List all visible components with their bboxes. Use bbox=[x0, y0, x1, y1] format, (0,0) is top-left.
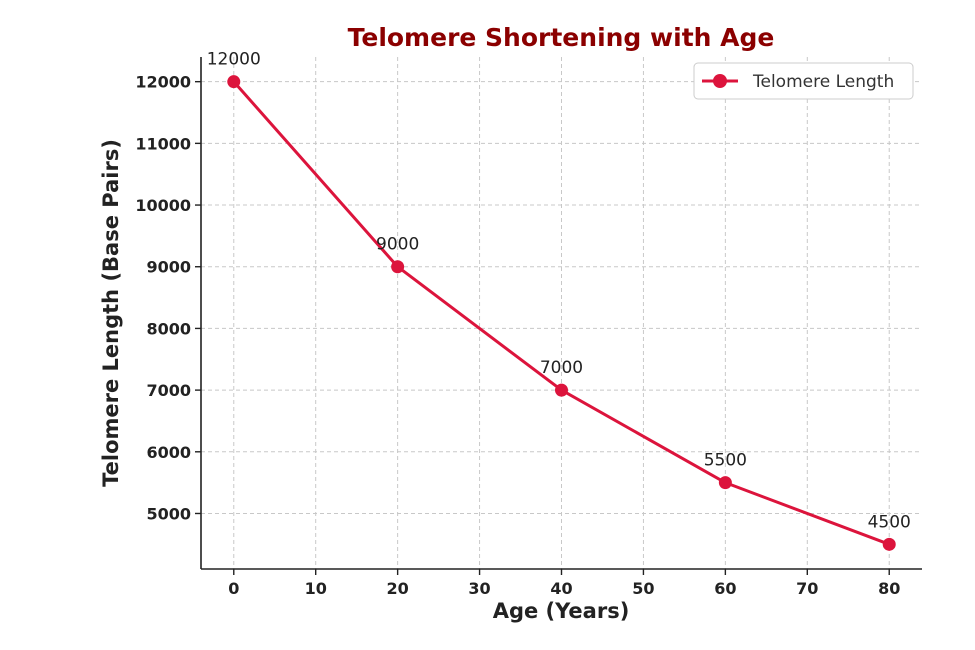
legend-entry-label: Telomere Length bbox=[752, 72, 894, 92]
y-tick-label: 11000 bbox=[135, 134, 191, 153]
x-tick-label: 60 bbox=[714, 579, 736, 598]
axes bbox=[195, 57, 922, 575]
y-tick-label: 7000 bbox=[146, 381, 191, 400]
tick-labels: 0 10 20 30 40 50 60 70 80 5000 6000 7000 8000 9000 100… bbox=[135, 73, 900, 598]
y-axis-label: Telomere Length (Base Pairs) bbox=[99, 139, 123, 487]
legend-box bbox=[693, 62, 914, 100]
y-tick-label: 10000 bbox=[135, 196, 191, 215]
x-tick-label: 20 bbox=[387, 579, 409, 598]
x-tick-label: 80 bbox=[878, 579, 900, 598]
chart-title: Telomere Shortening with Age bbox=[348, 23, 775, 52]
series bbox=[227, 75, 896, 551]
x-tick-label: 40 bbox=[550, 579, 572, 598]
data-label: 9000 bbox=[376, 235, 419, 255]
legend: Telomere Length bbox=[693, 62, 914, 100]
x-tick-label: 50 bbox=[632, 579, 654, 598]
y-tick-label: 6000 bbox=[146, 443, 191, 462]
x-tick-label: 0 bbox=[228, 579, 239, 598]
data-label: 4500 bbox=[868, 512, 911, 532]
grid bbox=[201, 57, 922, 569]
x-axis-label: Age (Years) bbox=[493, 599, 630, 623]
x-tick-label: 70 bbox=[796, 579, 818, 598]
data-point bbox=[882, 537, 896, 551]
data-point bbox=[555, 383, 568, 397]
y-tick-label: 8000 bbox=[146, 319, 191, 338]
data-label: 12000 bbox=[207, 50, 261, 70]
data-point bbox=[227, 75, 241, 89]
data-point bbox=[391, 260, 405, 274]
data-label: 7000 bbox=[540, 358, 583, 378]
y-tick-label: 9000 bbox=[146, 258, 191, 277]
x-tick-label: 30 bbox=[468, 579, 490, 598]
data-labels: 12000 9000 7000 5500 4500 bbox=[207, 50, 911, 533]
y-tick-label: 5000 bbox=[146, 504, 191, 523]
x-tick-label: 10 bbox=[305, 579, 327, 598]
data-point bbox=[718, 476, 732, 490]
legend-marker-swatch bbox=[713, 74, 727, 88]
y-tick-label: 12000 bbox=[135, 73, 191, 92]
data-label: 5500 bbox=[704, 451, 747, 471]
